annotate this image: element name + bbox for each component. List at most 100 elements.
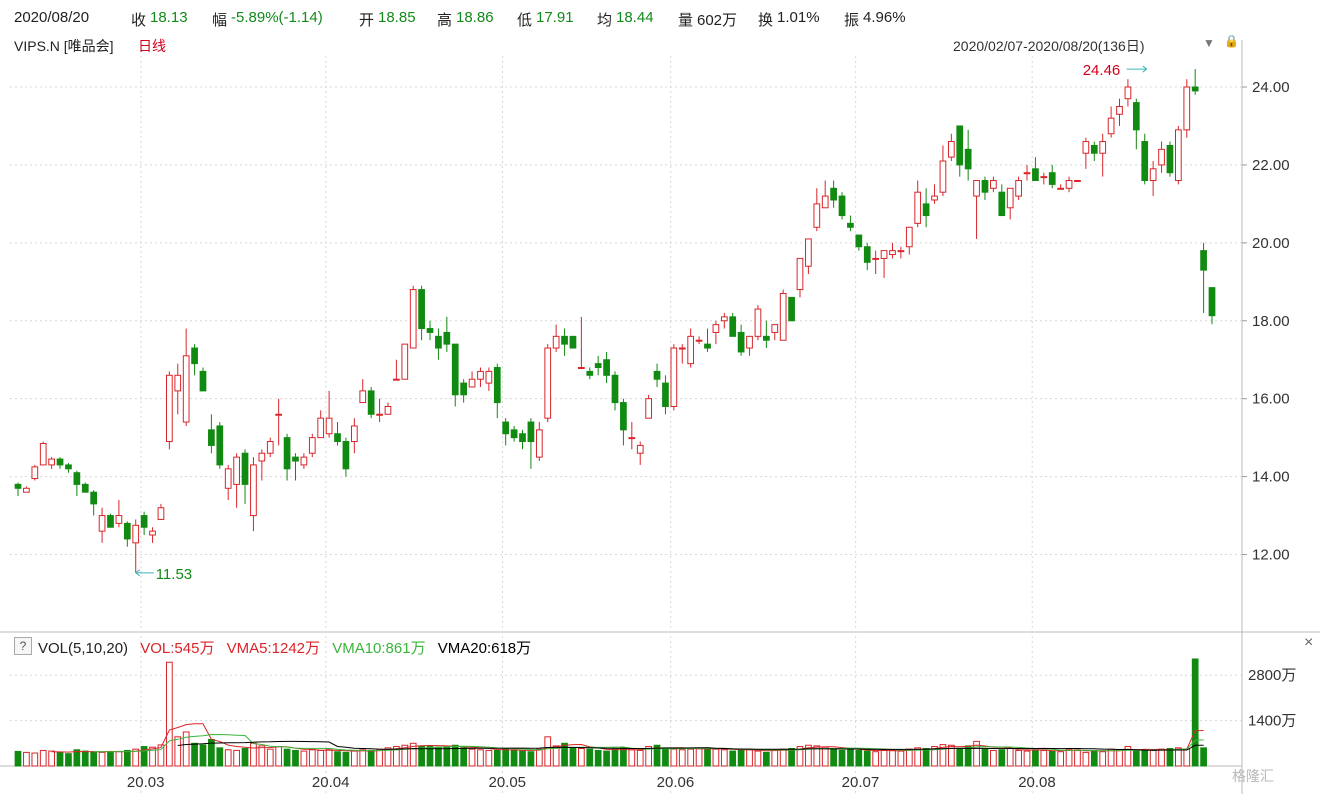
close-icon[interactable]: × (1304, 634, 1314, 651)
candle (435, 328, 442, 360)
volume-bar (401, 744, 409, 767)
candle (897, 246, 905, 259)
candle-body (1074, 180, 1081, 183)
volume-bar (535, 748, 543, 767)
volume-bar (964, 745, 972, 767)
volume-bar (510, 749, 518, 767)
candle-body (367, 390, 375, 415)
low-label: 低 (517, 12, 533, 29)
volume-bar (847, 748, 854, 767)
volume-bar (233, 749, 240, 767)
volume-bar (258, 745, 266, 767)
volume-indicator-title[interactable]: VOL(5,10,20) (38, 640, 129, 657)
candle-body (502, 421, 510, 435)
candle (535, 422, 543, 462)
candle-body (31, 466, 39, 480)
help-icon[interactable]: ? (14, 637, 32, 655)
volume-bar (1158, 748, 1165, 767)
price-tick-label: 18.00 (1252, 313, 1290, 330)
volume-bar (199, 744, 207, 767)
lock-icon[interactable]: 🔒 (1224, 34, 1239, 48)
candle (90, 490, 98, 516)
candle (485, 367, 493, 391)
range-dropdown-icon[interactable]: ▼ (1203, 36, 1215, 50)
candle (712, 320, 720, 345)
candle-body (527, 421, 535, 443)
volume-bar (1065, 748, 1073, 767)
candle (98, 507, 106, 543)
candle-body (1015, 180, 1022, 197)
volume-legend: VOL(5,10,20) VOL:545万 VMA5:1242万 VMA10:8… (38, 637, 539, 658)
candle-body (586, 370, 594, 376)
candle-body (208, 429, 215, 446)
candle-body (1048, 172, 1056, 185)
candle-body (325, 417, 333, 435)
candle (191, 344, 198, 376)
candle (56, 457, 64, 469)
volume-bar (1132, 750, 1140, 767)
candle-body (990, 180, 997, 189)
candle (813, 188, 821, 232)
candle (805, 238, 812, 275)
volume-bar (493, 749, 501, 767)
candle-body (628, 437, 636, 440)
candle-body (443, 331, 451, 345)
candle-body (712, 324, 720, 333)
quote-date: 2020/08/20 (14, 9, 90, 26)
time-tick-label: 20.04 (312, 774, 350, 791)
candle (653, 363, 661, 387)
volume-bar (275, 746, 283, 767)
volume-value: 602万 (697, 12, 738, 29)
candle (1208, 287, 1216, 325)
volume-bar (90, 751, 98, 767)
candle (1074, 180, 1081, 183)
candle-body (233, 456, 240, 485)
volume-bar (1032, 749, 1039, 767)
candle-body (460, 382, 468, 396)
watermark-logo: 格隆汇 (1232, 768, 1274, 784)
candle-body (56, 458, 64, 466)
candle-body (947, 141, 955, 158)
volume-bar (561, 742, 568, 767)
amplitude-label: 振 (844, 12, 860, 29)
candle (31, 464, 39, 481)
candle-body (611, 374, 619, 404)
volume-bar (872, 751, 880, 767)
volume-bar (678, 749, 686, 767)
volume-bar (384, 747, 392, 767)
candle-body (855, 234, 863, 248)
candle-body (847, 222, 854, 228)
candle (1015, 176, 1022, 200)
candle-body (81, 483, 89, 493)
volume-bar (435, 746, 442, 767)
candle-body (1132, 102, 1140, 131)
candle (81, 482, 89, 493)
volume-bar (477, 749, 484, 767)
candle (847, 215, 854, 232)
candle (998, 184, 1006, 217)
candle (48, 457, 55, 469)
volume-bar (594, 749, 602, 767)
candle (241, 449, 249, 504)
volume-bar (426, 746, 434, 767)
candle-body (931, 195, 938, 201)
candle (216, 422, 224, 469)
candle-body (359, 390, 367, 404)
volume-bar (805, 744, 812, 767)
candle (838, 192, 846, 220)
period-selector[interactable]: 日线 (138, 38, 166, 54)
volume-bar (48, 750, 55, 767)
candle (149, 527, 156, 543)
candle (569, 335, 577, 349)
candle-body (376, 413, 383, 416)
volume-bar (754, 750, 762, 767)
candle (594, 355, 602, 376)
candle (1023, 164, 1031, 181)
volume-bar (1166, 747, 1174, 767)
candle-body (678, 347, 686, 350)
candle (670, 344, 678, 411)
volume-bar (1082, 751, 1090, 767)
candle (578, 316, 585, 370)
candle-body (292, 456, 299, 462)
